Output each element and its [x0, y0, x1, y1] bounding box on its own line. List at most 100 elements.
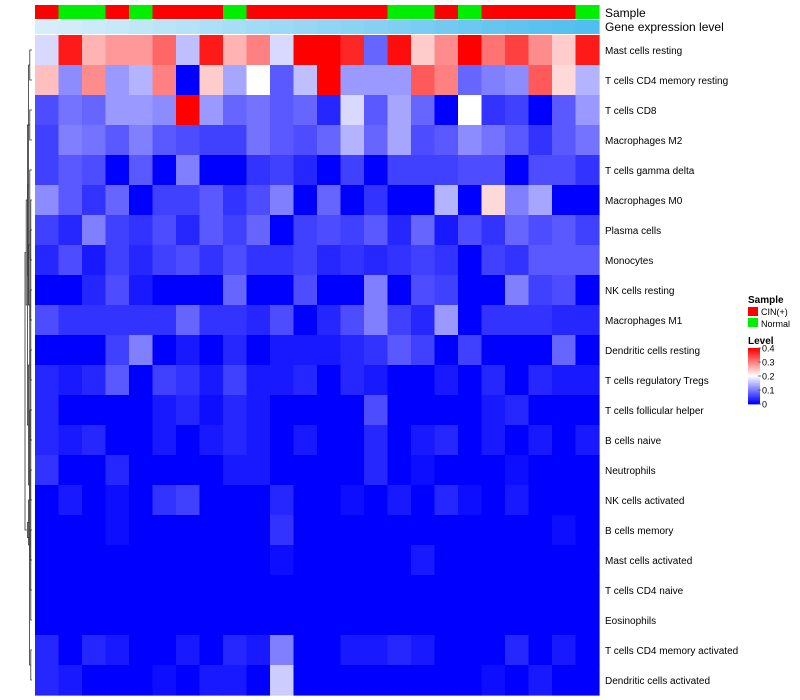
legend-swatch-cin — [748, 307, 758, 316]
heatmap-cell — [340, 395, 365, 426]
heatmap-cell — [481, 575, 506, 606]
heatmap-cell — [528, 515, 553, 546]
heatmap-cell — [35, 95, 60, 126]
expression-annotation-cell — [434, 20, 459, 34]
heatmap-cell — [58, 515, 83, 546]
heatmap-cell — [317, 395, 342, 426]
heatmap-cell — [364, 35, 389, 66]
heatmap-cell — [481, 275, 506, 306]
heatmap-cell — [434, 245, 459, 276]
heatmap-cell — [528, 305, 553, 336]
heatmap-cell — [340, 305, 365, 336]
heatmap-cell — [152, 215, 177, 246]
heatmap-cell — [35, 245, 60, 276]
expression-annotation-cell — [528, 20, 553, 34]
heatmap-cell — [387, 65, 412, 96]
heatmap-cell — [223, 605, 248, 636]
heatmap-cell — [575, 425, 600, 456]
heatmap-cell — [270, 185, 295, 216]
heatmap-cell — [199, 425, 224, 456]
heatmap-cell — [129, 665, 154, 696]
row-label: NK cells resting — [605, 286, 674, 297]
heatmap-cell — [552, 215, 577, 246]
heatmap-cell — [129, 575, 154, 606]
heatmap-cell — [82, 395, 107, 426]
heatmap-cell — [35, 155, 60, 186]
heatmap-cell — [458, 275, 483, 306]
expression-annotation-cell — [152, 20, 177, 34]
heatmap-cell — [270, 155, 295, 186]
heatmap-cell — [35, 35, 60, 66]
heatmap-cell — [458, 665, 483, 696]
heatmap-cell — [58, 155, 83, 186]
heatmap-cell — [458, 125, 483, 156]
heatmap-cell — [199, 395, 224, 426]
heatmap-cell — [387, 245, 412, 276]
heatmap-cell — [364, 305, 389, 336]
heatmap-cell — [434, 515, 459, 546]
heatmap-cell — [528, 155, 553, 186]
expression-annotation-cell — [270, 20, 295, 34]
heatmap-cell — [246, 455, 271, 486]
heatmap-cell — [364, 245, 389, 276]
heatmap-cell — [293, 305, 318, 336]
legend-bar-segment — [748, 370, 760, 373]
heatmap-cell — [317, 215, 342, 246]
heatmap-cell — [129, 185, 154, 216]
heatmap-cell — [411, 335, 436, 366]
heatmap-cell — [58, 485, 83, 516]
expression-annotation-cell — [340, 20, 365, 34]
heatmap-cell — [199, 125, 224, 156]
legend-ticks: 0.4 0.3 0.2 0.1 0 — [758, 344, 775, 410]
heatmap-cell — [411, 545, 436, 576]
heatmap-cell — [481, 365, 506, 396]
heatmap-cell — [246, 185, 271, 216]
heatmap-cell — [411, 635, 436, 666]
row-label: Eosinophils — [605, 616, 656, 627]
expression-annotation-cell — [58, 20, 83, 34]
heatmap-cell — [58, 365, 83, 396]
heatmap-cell — [293, 395, 318, 426]
legend-bar-segment — [748, 350, 760, 353]
heatmap-cell — [575, 275, 600, 306]
heatmap-cell — [270, 515, 295, 546]
heatmap-cell — [223, 335, 248, 366]
heatmap-cell — [528, 275, 553, 306]
heatmap-cell — [152, 275, 177, 306]
heatmap-cell — [199, 605, 224, 636]
heatmap-cell — [458, 545, 483, 576]
sample-annotation-cell — [223, 5, 248, 19]
heatmap-cell — [176, 575, 201, 606]
heatmap-cell — [575, 395, 600, 426]
heatmap-cell — [199, 515, 224, 546]
heatmap-cell — [246, 425, 271, 456]
heatmap-cell — [293, 485, 318, 516]
heatmap-cell — [246, 665, 271, 696]
heatmap-cell — [246, 485, 271, 516]
heatmap-cell — [58, 395, 83, 426]
heatmap-cell — [505, 65, 530, 96]
legend-bar-segment — [748, 367, 760, 370]
heatmap-cell — [317, 305, 342, 336]
sample-annotation-cell — [246, 5, 271, 19]
heatmap-cell — [317, 455, 342, 486]
legend-bar-segment — [748, 384, 760, 387]
heatmap-cell — [364, 125, 389, 156]
heatmap-cell — [575, 665, 600, 696]
heatmap-cell — [575, 95, 600, 126]
heatmap-cell — [575, 485, 600, 516]
heatmap-cell — [82, 335, 107, 366]
heatmap-cell — [35, 395, 60, 426]
sample-annotation-cell — [58, 5, 83, 19]
heatmap-cell — [387, 215, 412, 246]
heatmap-cell — [176, 605, 201, 636]
heatmap-cell — [293, 95, 318, 126]
heatmap-cell — [105, 215, 130, 246]
dendrogram-branch — [29, 49, 32, 81]
heatmap-cell — [528, 485, 553, 516]
heatmap-cell — [340, 95, 365, 126]
expression-annotation-cell — [387, 20, 412, 34]
heatmap-cell — [270, 575, 295, 606]
row-label: B cells memory — [605, 526, 673, 537]
heatmap-cell — [105, 155, 130, 186]
